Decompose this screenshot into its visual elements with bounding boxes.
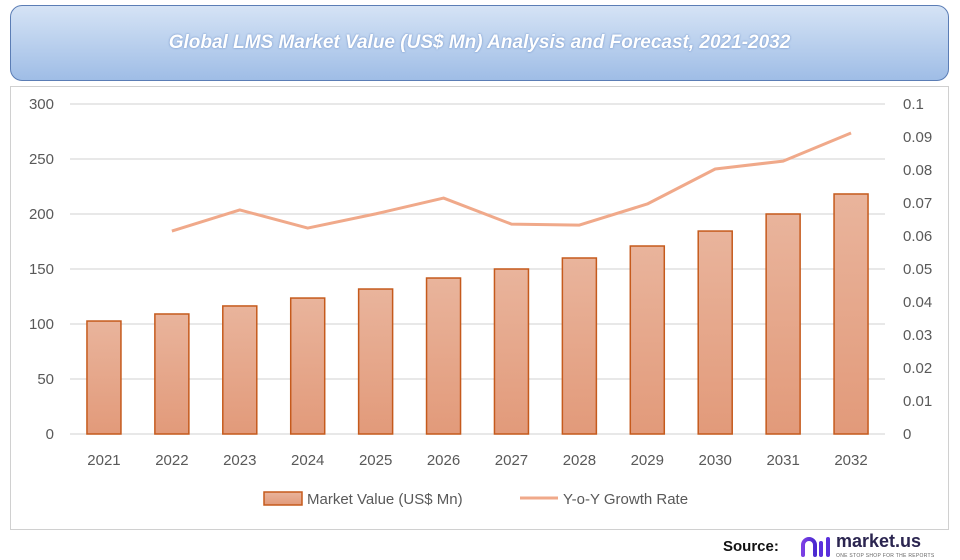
growth-line (171, 131, 852, 233)
legend-label: Y-o-Y Growth Rate (563, 491, 688, 508)
x-tick-label: 2023 (223, 452, 256, 469)
x-tick-label: 2022 (155, 452, 188, 469)
logo-icon (801, 536, 830, 557)
y-left-tick-label: 50 (37, 371, 54, 388)
x-tick-label: 2031 (766, 452, 799, 469)
y-right-tick-label: 0.08 (903, 162, 932, 179)
bar (86, 320, 122, 435)
bar (833, 193, 869, 435)
y-right-tick-label: 0.01 (903, 393, 932, 410)
bar (629, 245, 666, 435)
x-tick-label: 2021 (87, 452, 120, 469)
logo-tagline: ONE STOP SHOP FOR THE REPORTS (836, 553, 935, 559)
chart-title: Global LMS Market Value (US$ Mn) Analysi… (10, 5, 949, 81)
x-tick-label: 2029 (631, 452, 664, 469)
y-right-tick-label: 0.02 (903, 360, 932, 377)
x-tick-label: 2026 (427, 452, 460, 469)
x-tick-label: 2028 (563, 452, 596, 469)
y-left-tick-label: 250 (29, 151, 54, 168)
bar (222, 305, 258, 435)
x-tick-label: 2025 (359, 452, 392, 469)
x-tick-label: 2030 (699, 452, 732, 469)
y-left-tick-label: 100 (29, 316, 54, 333)
y-right-tick-label: 0.04 (903, 294, 932, 311)
x-tick-label: 2032 (834, 452, 867, 469)
logo-words: market.us ONE STOP SHOP FOR THE REPORTS (836, 531, 935, 560)
legend-bar-swatch (263, 491, 303, 506)
y-right-tick-label: 0.03 (903, 327, 932, 344)
bar (154, 313, 190, 435)
bar (289, 297, 326, 435)
bar (357, 288, 394, 435)
bar (493, 268, 530, 435)
y-right-tick-label: 0.05 (903, 261, 932, 278)
y-left-tick-label: 300 (29, 96, 54, 113)
market-us-logo: market.us ONE STOP SHOP FOR THE REPORTS (800, 531, 935, 560)
bar (765, 213, 801, 435)
bar (561, 257, 598, 435)
x-tick-label: 2024 (291, 452, 324, 469)
y-right-tick-label: 0 (903, 426, 911, 443)
bar (425, 277, 462, 435)
y-right-tick-label: 0.1 (903, 96, 924, 113)
y-left-tick-label: 0 (46, 426, 54, 443)
x-tick-label: 2027 (495, 452, 528, 469)
y-left-tick-label: 200 (29, 206, 54, 223)
source-label: Source: (723, 538, 779, 555)
y-left-tick-label: 150 (29, 261, 54, 278)
y-right-tick-label: 0.06 (903, 228, 932, 245)
legend-label: Market Value (US$ Mn) (307, 491, 463, 508)
y-right-tick-label: 0.09 (903, 129, 932, 146)
bar (697, 230, 733, 435)
logo-name: market.us (836, 531, 922, 551)
y-right-tick-label: 0.07 (903, 195, 932, 212)
